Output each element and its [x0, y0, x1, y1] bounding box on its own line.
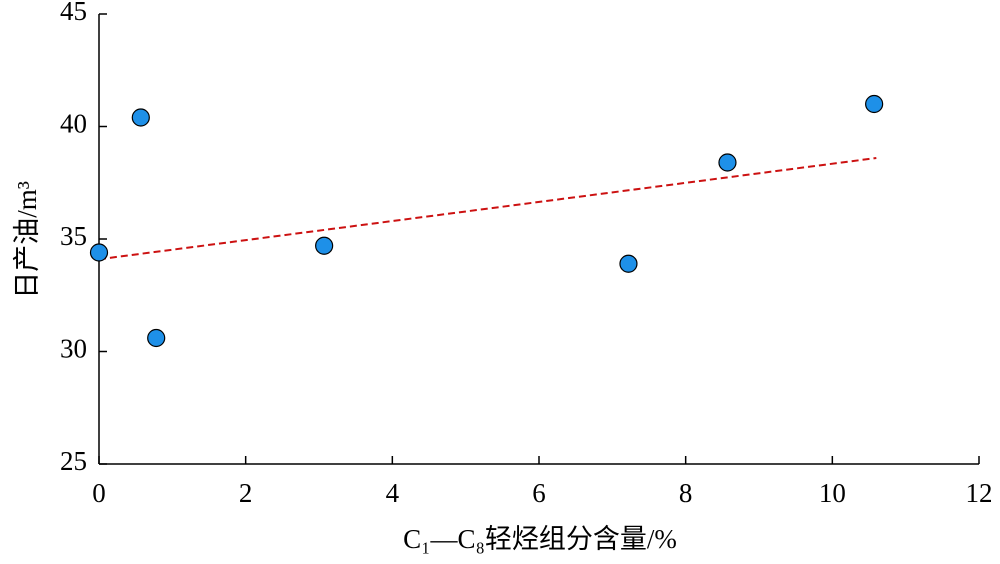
y-tick-label: 40 [60, 109, 87, 139]
point [89, 243, 109, 262]
y-tick-label: 25 [60, 446, 87, 476]
x-axis-label: C₁—C₈轻烃组分含量/% [403, 524, 677, 554]
x-tick-label: 0 [92, 478, 106, 508]
y-tick-label: 35 [60, 221, 87, 251]
y-tick-label: 45 [60, 0, 87, 26]
point [315, 236, 334, 255]
x-tick-label: 8 [679, 478, 693, 508]
point [131, 108, 150, 127]
point [718, 153, 737, 172]
point [619, 254, 638, 273]
x-tick-label: 2 [239, 478, 253, 508]
x-tick-label: 10 [819, 478, 846, 508]
x-tick-label: 6 [532, 478, 546, 508]
point [147, 328, 166, 348]
y-axis-label: 日产油/m³ [12, 181, 42, 299]
x-tick-label: 12 [966, 478, 993, 508]
trendline [98, 157, 877, 261]
point [865, 94, 884, 114]
y-tick-label: 30 [60, 334, 87, 364]
x-tick-label: 4 [386, 478, 400, 508]
